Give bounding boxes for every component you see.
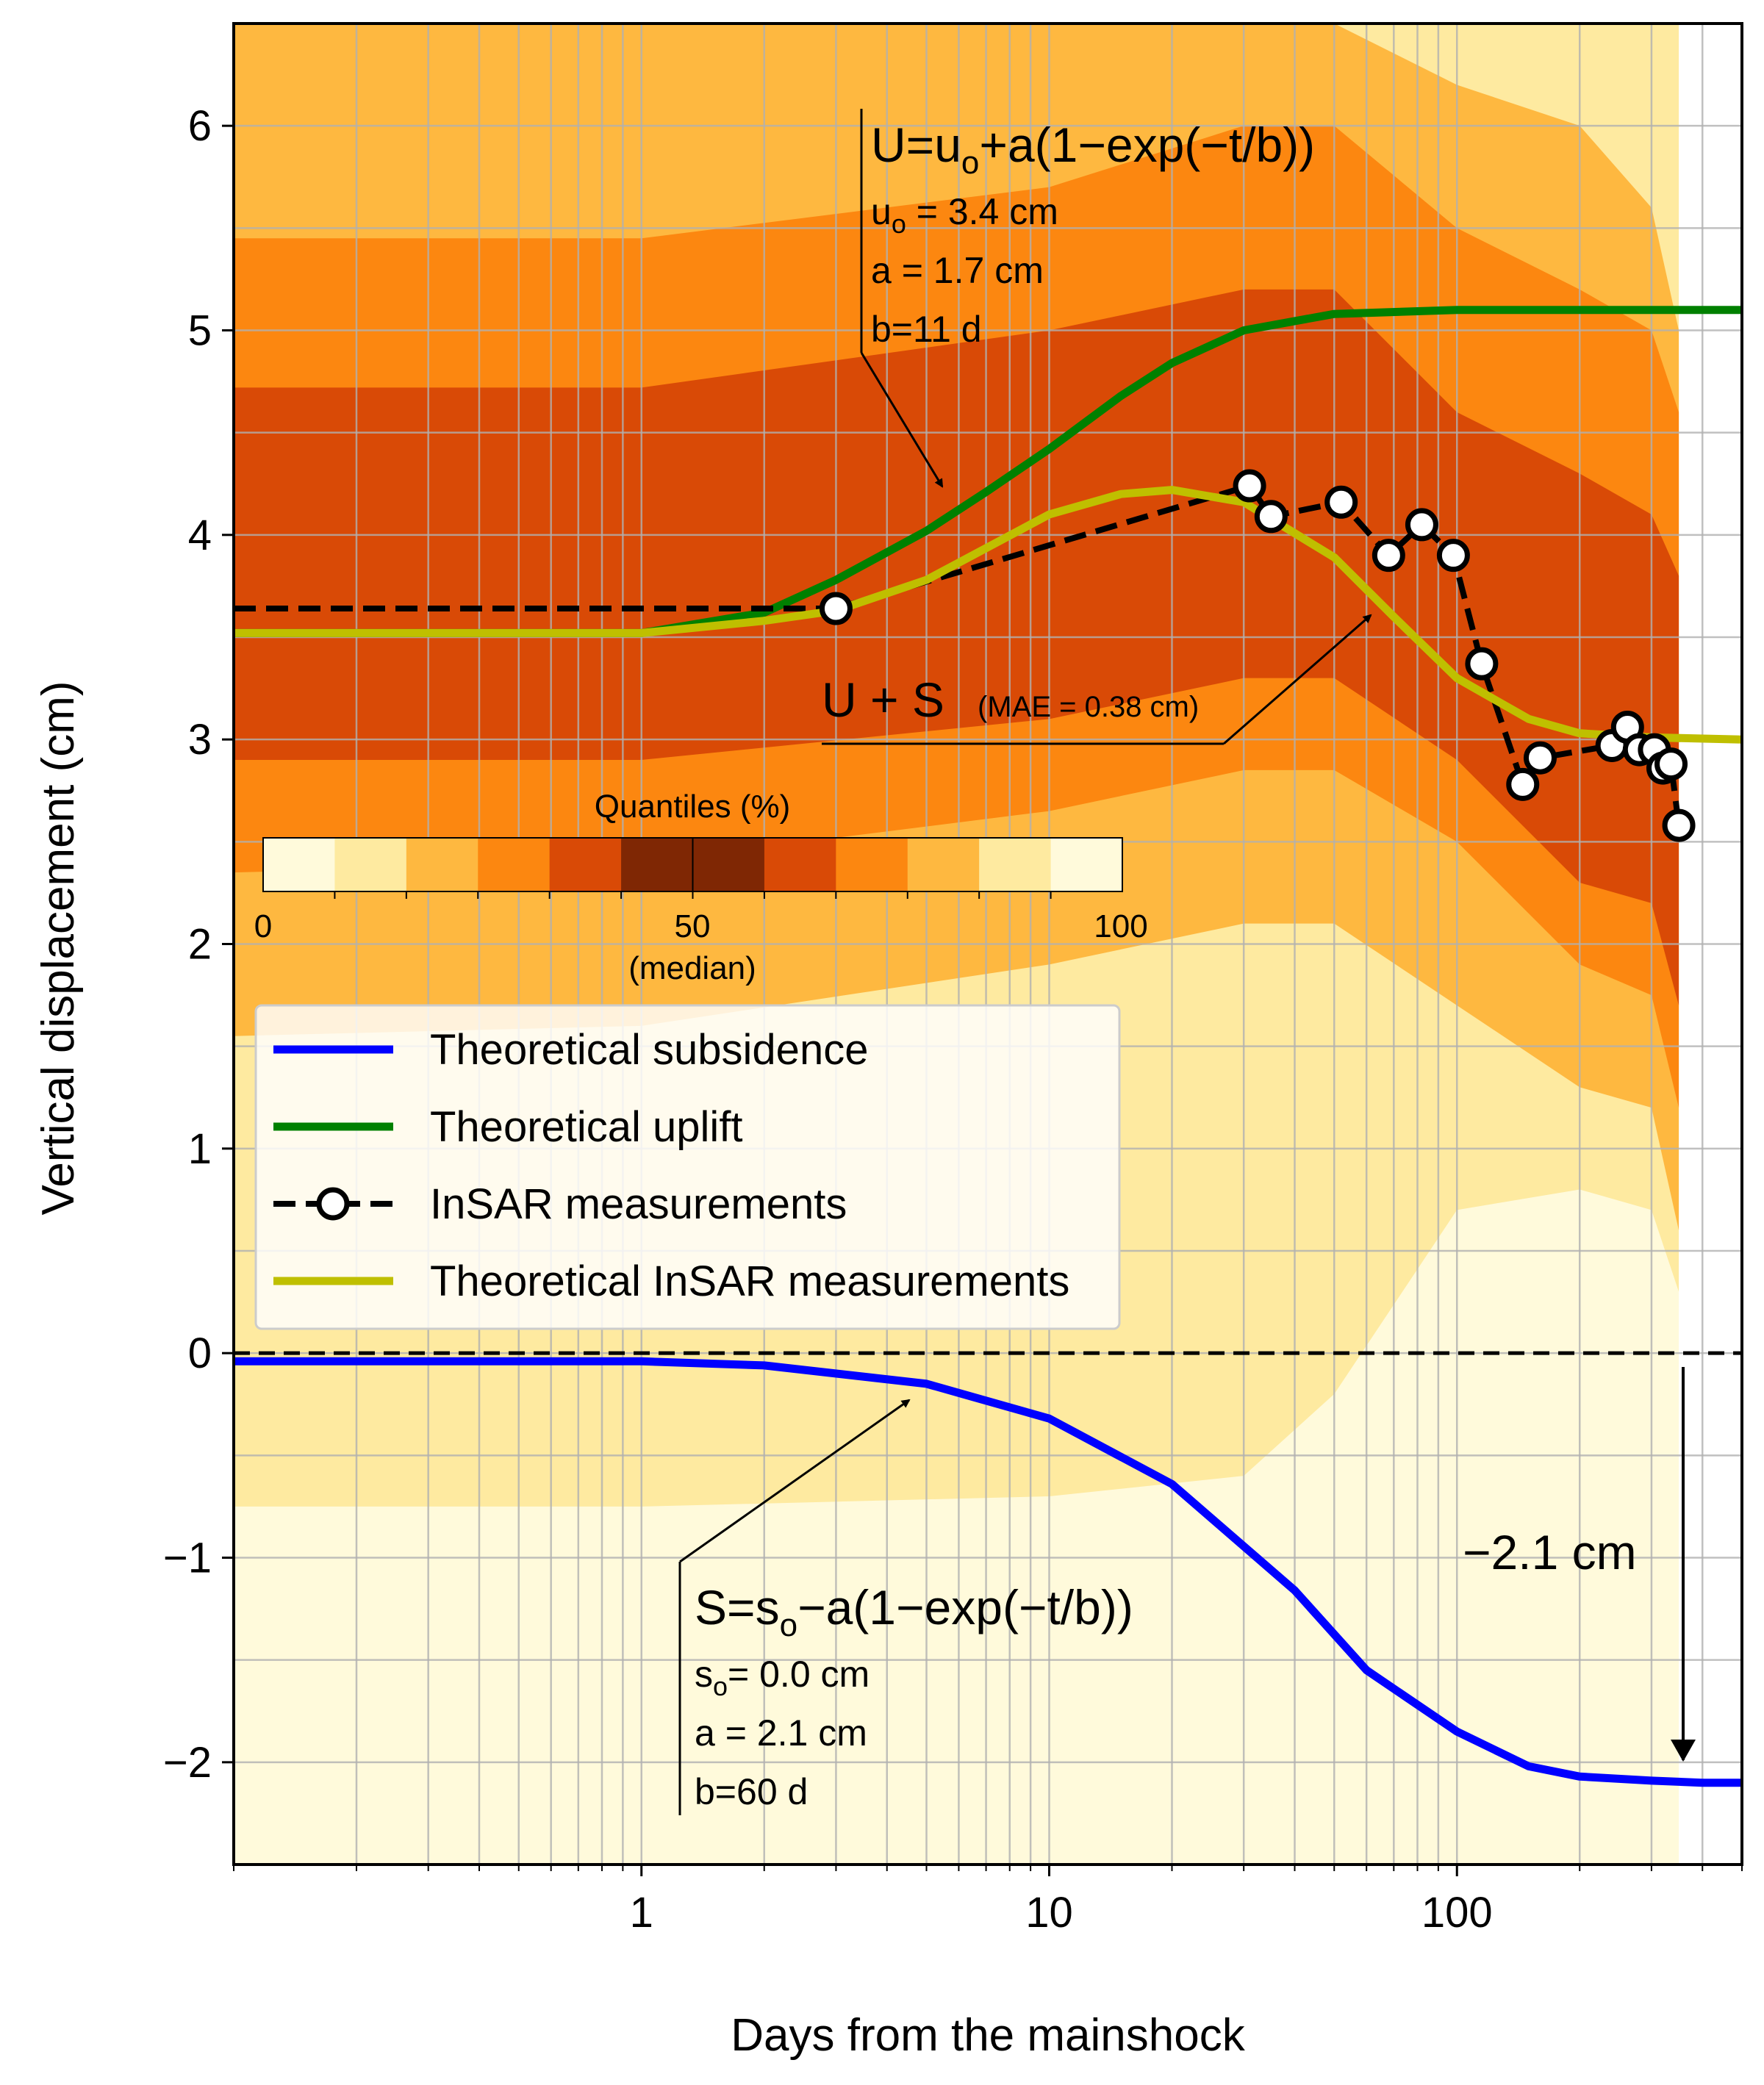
colorbar-cell [764,838,836,891]
sum-arrow [1223,614,1372,745]
colorbar: Quantiles (%) 0 50 100 (median) [254,789,1148,986]
subsidence-s0: so= 0.0 cm [695,1654,870,1701]
subsidence-annotation: S=so−a(1−exp(−t/b)) so= 0.0 cm a = 2.1 c… [678,1399,1133,1815]
uplift-u0: uo = 3.4 cm [871,191,1058,239]
quantile-band-40-50 [234,289,1679,1005]
insar-point [1465,647,1499,681]
y-tick-label: 2 [188,921,212,969]
y-tick-label: 3 [188,716,212,764]
legend-frame [254,1004,1121,1330]
sum-annotation: U + S (MAE = 0.38 cm) [822,614,1372,745]
legend-label-insar: InSAR measurements [430,1180,847,1228]
colorbar-cell [263,838,335,891]
subsidence-a: a = 2.1 cm [695,1712,867,1754]
quantile-bands [234,24,1679,1865]
series-lines [234,306,1742,1787]
insar-point [1523,741,1557,775]
colorbar-cell [478,838,551,891]
colorbar-frame [262,837,1123,892]
colorbar-tick-100: 100 [1094,908,1147,944]
y-tick-label: 0 [188,1329,212,1377]
sum-mae: (MAE = 0.38 cm) [978,691,1199,723]
legend-label-theoretical-insar: Theoretical InSAR measurements [430,1257,1069,1305]
y-tick-label: 4 [188,512,212,559]
insar-point [1506,767,1540,801]
y-tick-label: 6 [188,102,212,150]
uplift-a: a = 1.7 cm [871,250,1044,291]
legend-marker-insar [316,1187,350,1221]
colorbar-cell [549,838,622,891]
insar-point [1436,539,1470,573]
uplift-b: b=11 d [871,309,982,350]
insar-markers [819,469,1696,842]
uplift-arrow [860,352,944,488]
y-tick-labels: 6 5 4 3 2 1 0 −1 −2 [163,102,212,1787]
subsidence-formula: S=so−a(1−exp(−t/b)) [695,1580,1133,1643]
legend: Theoretical subsidence Theoretical uplif… [254,1004,1121,1330]
insar-point [1654,747,1688,781]
colorbar-cell [907,838,980,891]
x-tick-label: 100 [1421,1889,1493,1937]
insar-point [1372,539,1405,573]
grid [234,24,1742,1865]
insar-point [1233,469,1266,503]
x-tick-label: 1 [630,1889,653,1937]
axis-ticks [222,124,1743,1876]
colorbar-tick-0: 0 [254,908,272,944]
insar-point [1254,500,1288,534]
x-tick-label: 10 [1025,1889,1073,1937]
y-axis-title: Vertical displacement (cm) [33,681,84,1215]
colorbar-median-label: (median) [628,950,756,986]
colorbar-title: Quantiles (%) [595,789,791,825]
colorbar-tick-50: 50 [675,908,711,944]
theoretical-insar-line [234,486,1742,744]
y-tick-label: 1 [188,1125,212,1173]
colorbar-cells [263,838,1123,899]
colorbar-cell [334,838,407,891]
insar-point [1324,485,1358,519]
total-subsidence-label: −2.1 cm [1463,1525,1637,1579]
subsidence-arrow [679,1399,911,1563]
uplift-formula: U=uo+a(1−exp(−t/b)) [871,118,1315,181]
y-tick-label: −1 [163,1535,212,1582]
legend-label-subsidence: Theoretical subsidence [430,1026,868,1074]
total-subsidence-annotation: −2.1 cm [1463,1367,1696,1762]
x-tick-labels: 1 10 100 [630,1889,1493,1937]
colorbar-cell [406,838,478,891]
x-axis-title: Days from the mainshock [731,2010,1245,2061]
y-tick-label: 5 [188,307,212,355]
insar-point [1405,508,1438,542]
theoretical-subsidence-line [234,1357,1742,1787]
colorbar-cell [979,838,1052,891]
colorbar-cell [692,838,765,891]
legend-label-uplift: Theoretical uplift [430,1103,743,1151]
colorbar-cell [836,838,908,891]
uplift-annotation: U=uo+a(1−exp(−t/b)) uo = 3.4 cm a = 1.7 … [860,109,1315,488]
sum-label: U + S [822,672,944,727]
y-tick-label: −2 [163,1739,212,1787]
subsidence-b: b=60 d [695,1771,808,1812]
insar-point [1662,808,1696,842]
colorbar-cell [1050,838,1123,891]
insar-point [819,592,853,625]
colorbar-cell [621,838,693,891]
